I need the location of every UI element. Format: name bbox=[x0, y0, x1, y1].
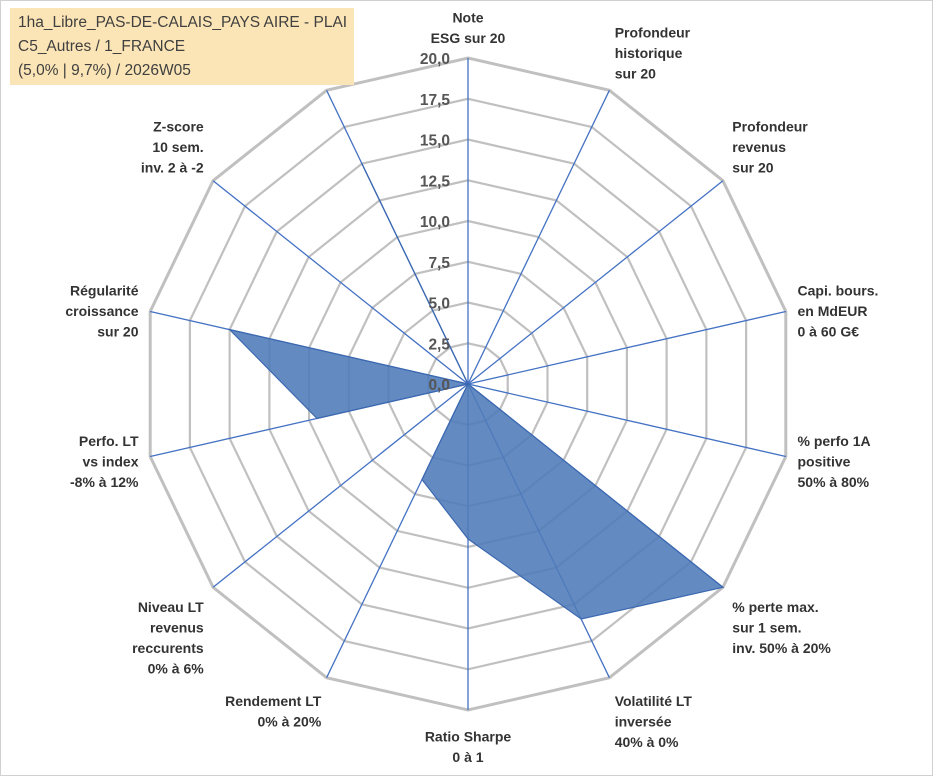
radar-series bbox=[227, 163, 725, 620]
radar-axis-label: Perfo. LT vs index -8% à 12% bbox=[70, 433, 139, 490]
radar-tick-label: 20,0 bbox=[420, 51, 450, 68]
radar-axis-label: Volatilité LT inversée 40% à 0% bbox=[615, 693, 693, 750]
title-line-2: C5_Autres / 1_FRANCE bbox=[18, 38, 186, 55]
radar-tick-label: 12,5 bbox=[420, 173, 451, 190]
radar-spoke bbox=[467, 90, 610, 385]
radar-axis-label: Ratio Sharpe 0 à 1 bbox=[425, 729, 512, 766]
radar-tick-label: 2,5 bbox=[428, 336, 450, 353]
radar-axis-labels: Note ESG sur 20 Profondeur historique sur 20… bbox=[65, 10, 878, 766]
radar-axis-label: Rendement LT 0% à 20% bbox=[225, 693, 322, 730]
radar-point bbox=[421, 478, 423, 481]
radar-axis-label: % perte max. sur 1 sem. inv. 50% à 20% bbox=[732, 599, 831, 656]
radar-tick-label: 15,0 bbox=[420, 133, 450, 150]
chart-title-box: 1ha_Libre_PAS-DE-CALAIS_PAYS AIRE - PLAI… bbox=[10, 8, 354, 85]
radar-spoke bbox=[212, 180, 469, 385]
radar-spoke bbox=[467, 383, 786, 458]
radar-spoke bbox=[212, 383, 469, 588]
radar-axis-label: Note ESG sur 20 bbox=[431, 10, 506, 47]
radar-tick-label: 10,0 bbox=[420, 214, 450, 231]
radar-point bbox=[580, 618, 582, 620]
radar-point bbox=[316, 417, 318, 420]
radar-axis-label: Profondeur historique sur 20 bbox=[615, 25, 691, 82]
radar-point bbox=[229, 329, 231, 331]
radar-tick-label: 7,5 bbox=[428, 255, 450, 272]
radar-axis-label: Z-score 10 sem. inv. 2 à -2 bbox=[141, 118, 204, 175]
radar-axis-label: Niveau LT revenus reccurents 0% à 6% bbox=[132, 599, 204, 677]
radar-axis-label: Régularité croissance sur 20 bbox=[65, 283, 138, 340]
radar-tick-labels: 0,0 2,5 5,0 7,5 10,0 12,5 15,0 17,5 20,0 bbox=[420, 51, 451, 394]
radar-tick-label: 5,0 bbox=[428, 296, 450, 313]
radar-point bbox=[467, 538, 469, 540]
radar-axis-label: Capi. bours. en MdEUR 0 à 60 G€ bbox=[798, 283, 879, 340]
radar-point bbox=[467, 383, 469, 385]
radar-point bbox=[361, 163, 363, 165]
radar-spoke bbox=[467, 310, 786, 385]
title-line-3: (5,0% | 9,7%) / 2026W05 bbox=[18, 62, 191, 79]
radar-series-area bbox=[227, 163, 725, 620]
radar-spoke bbox=[467, 180, 724, 385]
radar-tick-label: 17,5 bbox=[420, 92, 451, 109]
radar-axis-label: % perfo 1A positive 50% à 80% bbox=[798, 433, 871, 490]
radar-axis-label: Profondeur revenus sur 20 bbox=[732, 118, 808, 175]
title-line-1: 1ha_Libre_PAS-DE-CALAIS_PAYS AIRE - PLAI bbox=[18, 14, 348, 31]
radar-tick-label: 0,0 bbox=[428, 377, 450, 394]
radar-point bbox=[722, 586, 724, 588]
